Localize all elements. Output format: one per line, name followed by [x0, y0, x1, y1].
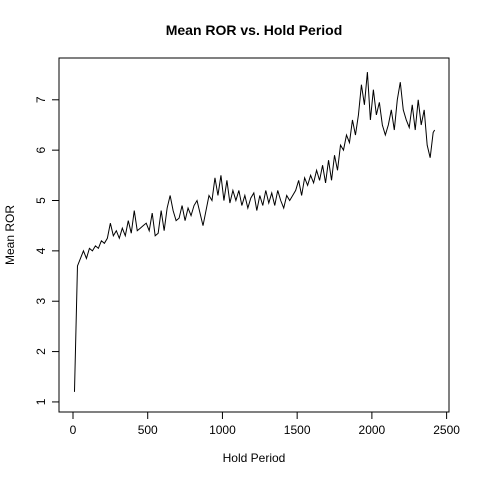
x-tick-label: 1500 [284, 423, 311, 437]
data-line [73, 72, 436, 392]
y-tick-label: 7 [34, 96, 48, 103]
x-axis-label: Hold Period [223, 451, 286, 465]
x-tick-label: 2000 [359, 423, 386, 437]
x-tick-label: 1000 [209, 423, 236, 437]
y-tick-label: 3 [34, 298, 48, 305]
chart-title: Mean ROR vs. Hold Period [166, 22, 343, 38]
y-tick-label: 1 [34, 398, 48, 405]
x-tick-label: 0 [70, 423, 77, 437]
y-tick-label: 4 [34, 247, 48, 254]
y-tick-label: 5 [34, 197, 48, 204]
x-tick-label: 500 [138, 423, 158, 437]
y-tick-label: 6 [34, 146, 48, 153]
y-axis-label: Mean ROR [3, 205, 17, 265]
x-tick-label: 2500 [433, 423, 460, 437]
y-tick-label: 2 [34, 348, 48, 355]
